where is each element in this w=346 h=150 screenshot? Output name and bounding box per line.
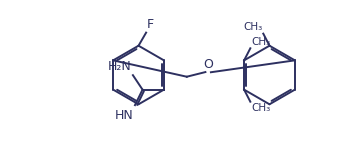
Text: H₂N: H₂N: [107, 60, 131, 74]
Text: HN: HN: [115, 109, 134, 122]
Text: CH₃: CH₃: [251, 37, 271, 46]
Text: CH₃: CH₃: [243, 22, 262, 32]
Text: F: F: [147, 18, 154, 31]
Text: CH₃: CH₃: [251, 103, 271, 113]
Text: O: O: [203, 58, 213, 71]
